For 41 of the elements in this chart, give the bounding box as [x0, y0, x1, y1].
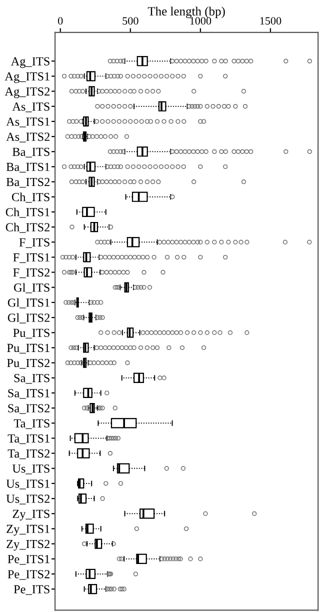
x-tick-label: 1000 [190, 17, 212, 25]
y-tick-label: Ag_ITS [10, 57, 50, 68]
y-tick-label: Ch_ITS [12, 192, 50, 203]
y-tick-label: Us_ITS [12, 464, 50, 474]
y-tick-label: F_ITS2 [13, 268, 50, 278]
y-tick-label: Ta_ITS [14, 419, 50, 429]
y-tick-label: Ba_ITS2 [6, 178, 50, 188]
y-tick-label: Pe_ITS1 [8, 555, 50, 565]
x-tick-label: 1500 [260, 17, 282, 25]
x-tick-label: 500 [122, 17, 138, 25]
x-axis-title: The length (bp) [148, 6, 225, 18]
y-tick-label: Pu_ITS [13, 328, 50, 338]
x-tick-label: 0 [58, 17, 63, 25]
y-tick-label: Ag_ITS1 [4, 72, 50, 84]
y-tick-label: Us_ITS1 [6, 480, 50, 490]
y-tick-label: Gl_ITS [14, 283, 50, 294]
y-tick-label: As_ITS1 [6, 118, 50, 128]
y-tick-label: Zy_ITS2 [6, 540, 50, 551]
y-tick-label: Us_ITS2 [6, 494, 50, 504]
y-tick-label: Sa_ITS1 [8, 389, 50, 399]
y-tick-label: Pe_ITS [14, 585, 50, 595]
y-tick-label: Zy_ITS1 [6, 524, 50, 536]
y-tick-label: As_ITS [12, 102, 50, 112]
y-tick-label: Ch_ITS2 [6, 222, 50, 233]
y-tick-label: F_ITS [19, 238, 50, 248]
y-tick-label: Ba_ITS [12, 148, 50, 158]
y-tick-label: Pu_ITS1 [7, 344, 50, 354]
y-tick-label: As_ITS2 [6, 132, 50, 142]
y-tick-label: Sa_ITS2 [8, 404, 50, 414]
y-tick-label: Pe_ITS2 [8, 570, 50, 580]
y-tick-label: Gl_ITS2 [8, 313, 50, 324]
y-tick-label: Zy_ITS [12, 510, 50, 520]
y-tick-label: Ta_ITS2 [8, 449, 50, 460]
y-tick-label: Ag_ITS2 [4, 87, 50, 98]
y-tick-label: Sa_ITS [14, 374, 50, 384]
y-tick-label: Ta_ITS1 [8, 434, 50, 444]
y-tick-label: Ch_ITS1 [6, 208, 50, 218]
y-tick-label: Ba_ITS1 [6, 162, 50, 172]
y-tick-label: F_ITS1 [13, 253, 50, 264]
y-tick-label: Pu_ITS2 [7, 358, 50, 369]
y-tick-label: Gl_ITS1 [8, 298, 50, 308]
